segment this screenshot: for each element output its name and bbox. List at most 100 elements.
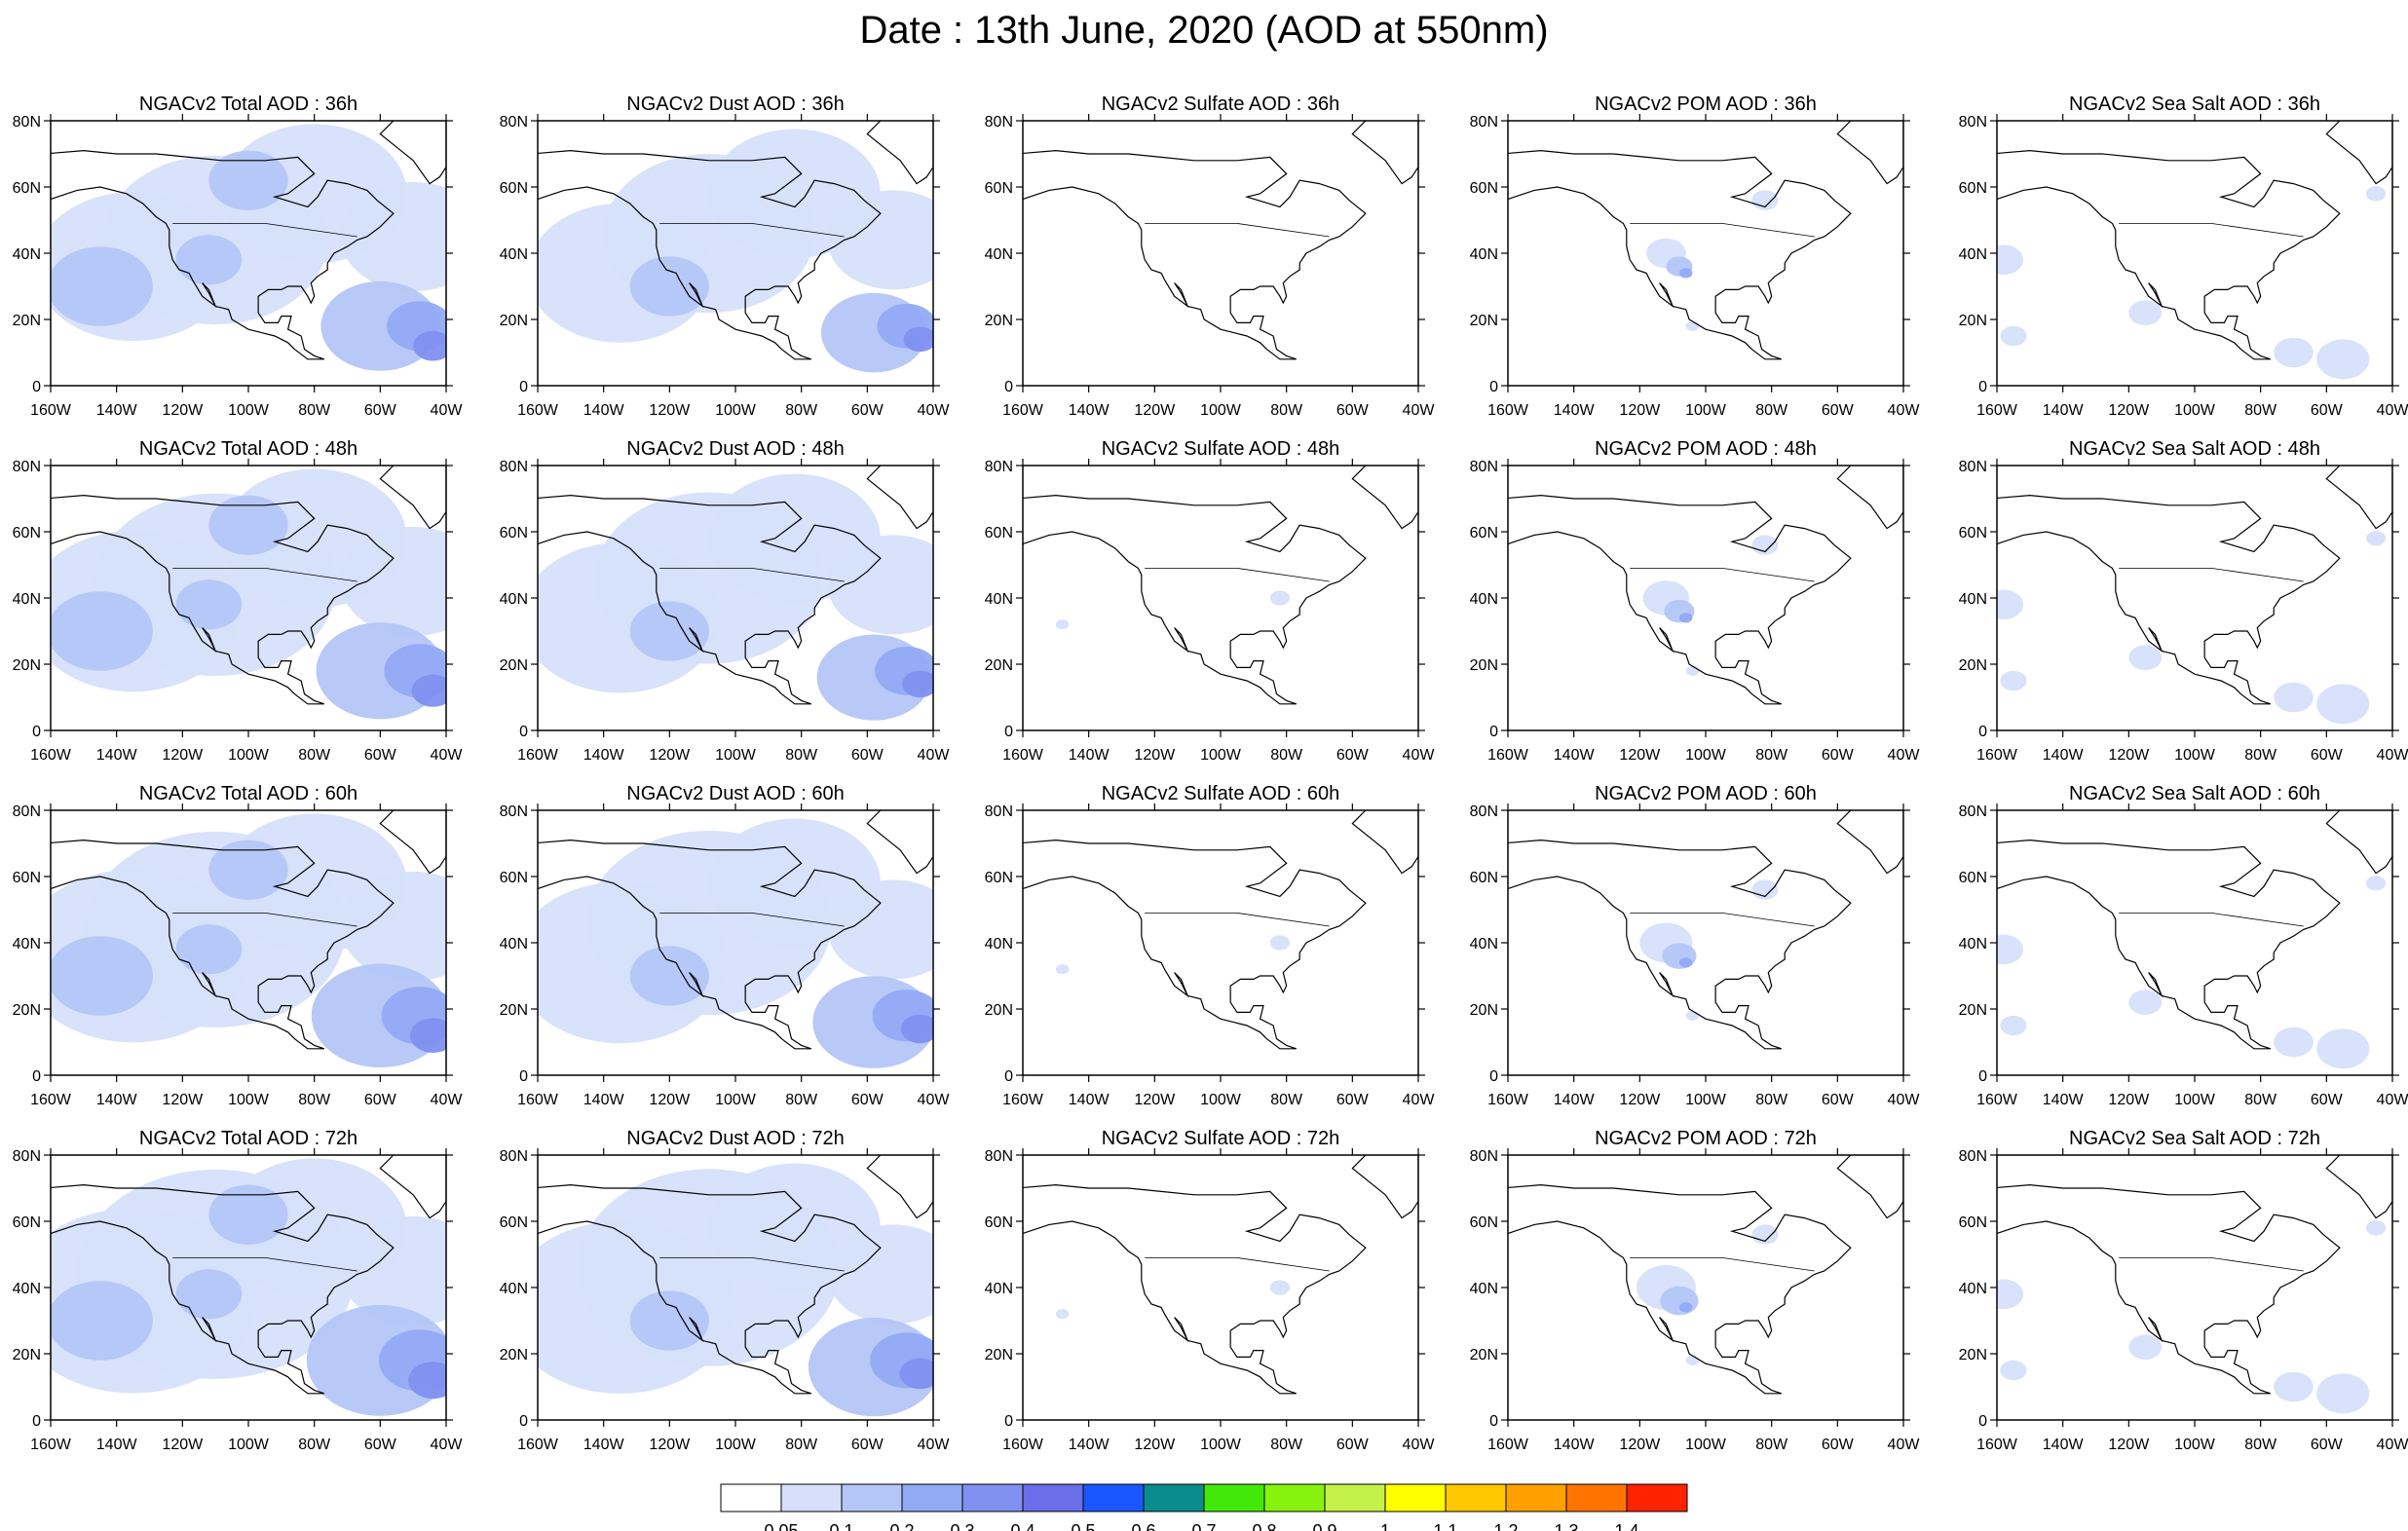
aod-patch (629, 256, 709, 317)
map-panel: NGACv2 Sulfate AOD : 36h 160W 140W 120W 100W… (985, 93, 1436, 419)
border-line (264, 1257, 357, 1272)
y-tick-label: 80N (500, 114, 528, 131)
aod-patch (2128, 1334, 2163, 1360)
x-tick-label: 100W (2174, 402, 2216, 419)
x-tick-label: 80W (1270, 402, 1303, 419)
x-tick-label: 40W (2377, 402, 2408, 419)
x-tick-label: 120W (649, 402, 691, 419)
coastline (51, 1183, 395, 1395)
y-tick-label: 20N (985, 313, 1013, 329)
colorbar-box (1022, 1483, 1084, 1512)
y-tick-label: 40N (500, 1281, 528, 1297)
coastline (538, 149, 882, 360)
map-panel: NGACv2 Total AOD : 36h 160W 140W 120W 100W 80… (13, 93, 464, 419)
border-line (1721, 1257, 1815, 1272)
map-panel: NGACv2 Dust AOD : 72h 160W 140W 120W 100W 80W… (500, 1128, 951, 1453)
map-panel: NGACv2 Total AOD : 72h 160W 140W 120W 100W 80… (13, 1128, 464, 1453)
coastline-greenland (2325, 1155, 2392, 1219)
y-tick-label: 40N (13, 936, 41, 952)
aod-patch (2274, 337, 2314, 368)
x-tick-label: 120W (2108, 1437, 2150, 1453)
aod-field (1997, 810, 2392, 1075)
y-tick-label: 40N (985, 936, 1013, 952)
x-tick-label: 140W (96, 402, 138, 419)
x-tick-label: 40W (2377, 1092, 2408, 1108)
x-tick-label: 100W (1200, 1437, 1242, 1453)
colorbar-label: 0.05 (764, 1521, 798, 1531)
x-tick-label: 80W (1755, 1437, 1788, 1453)
y-tick-label: 60N (500, 870, 528, 886)
aod-field (1508, 1155, 1903, 1420)
aod-patch (2274, 1371, 2314, 1402)
x-tick-label: 80W (298, 402, 331, 419)
y-tick-label: 0 (1489, 724, 1498, 740)
y-tick-label: 20N (500, 1347, 528, 1363)
y-tick-label: 60N (500, 525, 528, 541)
aod-patch (1055, 1309, 1070, 1320)
x-tick-label: 140W (1554, 1092, 1596, 1108)
y-tick-label: 0 (519, 379, 528, 395)
x-tick-label: 120W (162, 1092, 204, 1108)
border-line (1721, 223, 1815, 238)
coastline (538, 1183, 882, 1395)
panel-title: NGACv2 POM AOD : 60h (1595, 783, 1817, 804)
panel-title: NGACv2 Dust AOD : 72h (626, 1128, 844, 1149)
aod-patch (175, 924, 243, 975)
coastline-greenland (866, 810, 933, 875)
x-tick-label: 160W (1002, 1092, 1044, 1108)
x-tick-label: 40W (1403, 402, 1436, 419)
x-tick-label: 80W (1270, 1437, 1303, 1453)
y-tick-label: 0 (1004, 724, 1013, 740)
aod-field (1997, 121, 2392, 386)
y-tick-label: 80N (13, 459, 41, 475)
x-tick-label: 160W (1487, 402, 1529, 419)
y-tick-label: 0 (519, 1413, 528, 1430)
x-tick-label: 40W (1888, 402, 1921, 419)
x-tick-label: 80W (785, 402, 818, 419)
y-tick-label: 0 (1978, 379, 1987, 395)
x-tick-label: 140W (1554, 402, 1596, 419)
x-tick-label: 140W (1069, 1437, 1110, 1453)
y-tick-label: 80N (1959, 114, 1987, 131)
coastline (538, 839, 882, 1050)
x-tick-label: 100W (228, 402, 270, 419)
x-tick-label: 100W (715, 1092, 757, 1108)
border-line (751, 1257, 845, 1272)
x-tick-label: 40W (918, 1092, 951, 1108)
x-tick-label: 140W (96, 747, 138, 764)
y-tick-label: 40N (985, 1281, 1013, 1297)
x-tick-label: 100W (1685, 402, 1727, 419)
y-tick-label: 20N (1959, 1347, 1987, 1363)
x-tick-label: 80W (785, 1092, 818, 1108)
aod-patch (1678, 957, 1693, 968)
y-tick-label: 0 (1489, 1413, 1498, 1430)
y-tick-label: 60N (1959, 525, 1987, 541)
aod-patch (2365, 1220, 2387, 1236)
coastline-greenland (2325, 810, 2392, 875)
aod-patch (1678, 1302, 1693, 1313)
colorbar-label: 1.4 (1614, 1521, 1638, 1531)
x-tick-label: 140W (2043, 747, 2085, 764)
aod-patch (1269, 935, 1291, 951)
x-tick-label: 40W (431, 402, 464, 419)
coastline (1997, 494, 2341, 705)
x-tick-label: 160W (1487, 1092, 1529, 1108)
x-tick-label: 60W (364, 1092, 397, 1108)
border-line (264, 568, 357, 582)
y-tick-label: 60N (13, 1214, 41, 1231)
x-tick-label: 60W (1822, 747, 1855, 764)
y-tick-label: 60N (500, 180, 528, 197)
aod-patch (51, 246, 153, 326)
y-tick-label: 20N (500, 1002, 528, 1019)
border-line (1236, 1257, 1330, 1272)
map-panel: NGACv2 Sulfate AOD : 72h 160W 140W 120W 100W… (985, 1128, 1436, 1453)
aod-field (1023, 466, 1418, 730)
aod-field (538, 810, 933, 1075)
colorbar-box (1445, 1483, 1507, 1512)
x-tick-label: 140W (1069, 747, 1110, 764)
aod-patch (2128, 300, 2163, 325)
y-tick-label: 20N (985, 657, 1013, 674)
y-tick-label: 20N (1470, 657, 1498, 674)
y-tick-label: 80N (1959, 803, 1987, 820)
